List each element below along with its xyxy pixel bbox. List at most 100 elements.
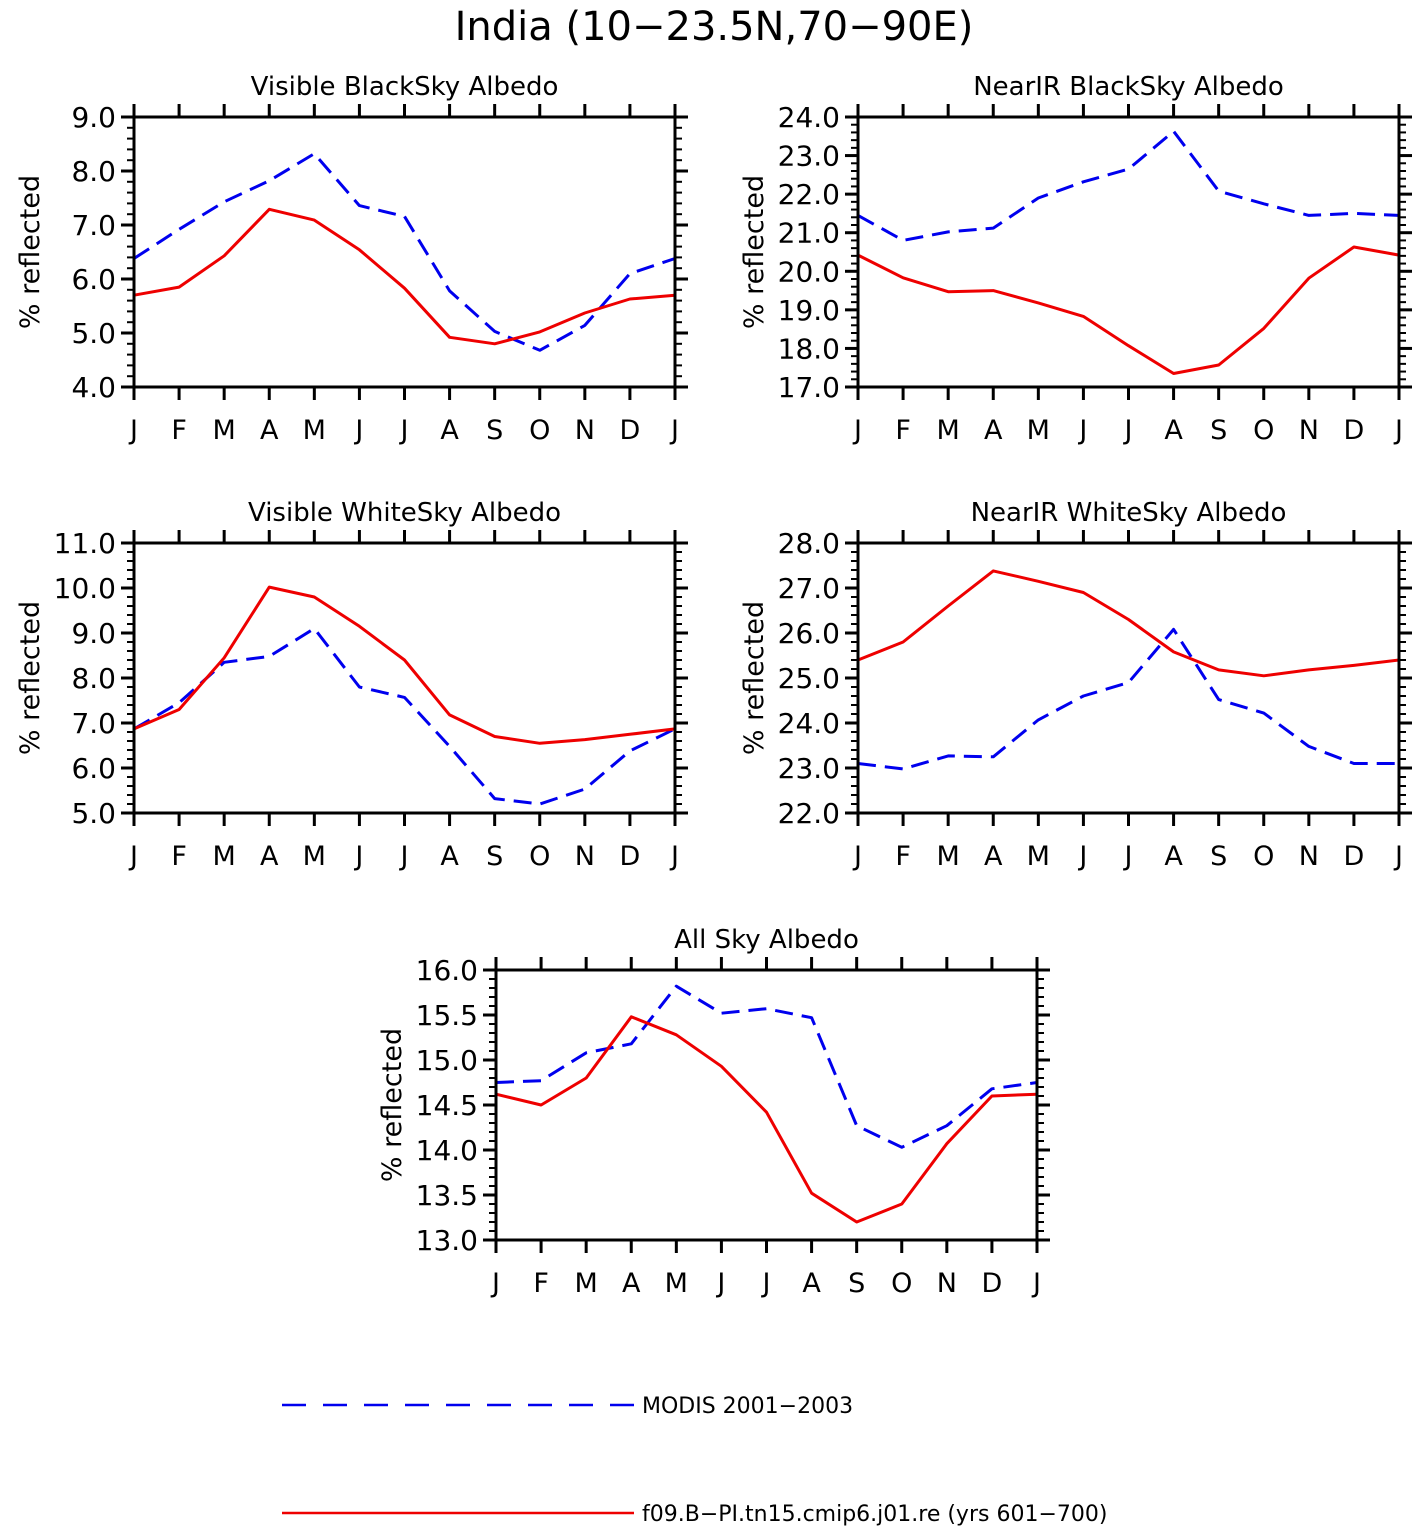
y-tick-label: 11.0 [54,527,116,560]
y-tick-label: 19.0 [778,294,840,327]
y-tick-label: 9.0 [71,617,116,650]
x-tick-label: S [1210,841,1227,872]
plot-frame [856,541,1401,815]
model-series-line [495,1015,1038,1224]
panel-title: NearIR WhiteSky Albedo [971,498,1287,528]
x-tick-label: J [669,841,679,872]
x-tick-label: J [761,1268,771,1299]
legend-label: MODIS 2001−2003 [642,1394,853,1419]
x-tick-label: N [575,415,595,446]
y-tick-label: 23.0 [778,752,840,785]
y-tick-label: 24.0 [778,707,840,740]
x-tick-label: A [984,841,1003,872]
plot-frame [132,541,677,815]
y-tick-label: 6.0 [71,263,116,296]
x-tick-label: D [982,1268,1003,1299]
x-tick-label: A [1164,841,1183,872]
y-tick-label: 14.5 [416,1089,478,1122]
y-tick-label: 27.0 [778,572,840,605]
y-axis-label: % reflected [739,601,770,755]
y-tick-label: 17.0 [778,371,840,404]
x-tick-label: J [490,1268,500,1299]
y-tick-label: 5.0 [71,797,116,830]
y-tick-label: 28.0 [778,527,840,560]
plot-frame [132,115,677,389]
x-tick-label: O [529,415,550,446]
y-tick-label: 9.0 [71,101,116,134]
x-tick-label: S [848,1268,865,1299]
x-tick-label: J [399,841,409,872]
legend-label: f09.B−PI.tn15.cmip6.j01.re (yrs 601−700) [642,1502,1107,1527]
panel-title: Visible WhiteSky Albedo [248,498,561,528]
modis-series-line [857,129,1400,242]
model-series-line [857,569,1400,678]
modis-series-line [133,627,676,806]
x-tick-label: O [1253,415,1274,446]
y-tick-label: 26.0 [778,617,840,650]
x-tick-label: S [486,415,503,446]
figure-title: India (10−23.5N,70−90E) [455,4,974,50]
x-tick-label: J [1393,841,1403,872]
y-tick-label: 21.0 [778,217,840,250]
y-tick-label: 13.5 [416,1179,478,1212]
y-tick-label: 7.0 [71,209,116,242]
y-tick-label: 8.0 [71,662,116,695]
x-tick-label: M [1027,415,1050,446]
x-tick-label: J [128,841,138,872]
x-tick-label: J [1123,415,1133,446]
y-axis-label: % reflected [15,601,46,755]
y-tick-label: 10.0 [54,572,116,605]
x-tick-label: J [399,415,409,446]
x-tick-label: M [213,415,236,446]
x-tick-label: A [260,415,279,446]
x-tick-label: F [895,841,911,872]
model-series-line [133,585,676,745]
x-tick-label: A [984,415,1003,446]
x-tick-label: J [1077,841,1087,872]
x-tick-label: M [937,415,960,446]
y-tick-label: 20.0 [778,255,840,288]
x-tick-label: M [213,841,236,872]
plot-frame [856,115,1401,389]
modis-series-line [133,152,676,352]
y-axis-label: % reflected [15,175,46,329]
x-tick-label: D [620,415,641,446]
x-tick-label: M [575,1268,598,1299]
panel-title: Visible BlackSky Albedo [251,72,559,102]
x-tick-label: F [171,415,187,446]
y-tick-label: 16.0 [416,954,478,987]
y-tick-label: 23.0 [778,140,840,173]
x-tick-label: A [440,841,459,872]
x-tick-label: A [622,1268,641,1299]
x-tick-label: F [171,841,187,872]
plot-frame [494,968,1039,1242]
x-tick-label: A [802,1268,821,1299]
x-tick-label: J [128,415,138,446]
x-tick-label: F [533,1268,549,1299]
y-tick-label: 7.0 [71,707,116,740]
x-tick-label: J [1393,415,1403,446]
y-tick-label: 6.0 [71,752,116,785]
y-tick-label: 15.5 [416,999,478,1032]
x-tick-label: D [1344,841,1365,872]
modis-series-line [495,984,1038,1149]
y-tick-label: 8.0 [71,155,116,188]
y-tick-label: 25.0 [778,662,840,695]
modis-series-line [857,627,1399,771]
x-tick-label: O [529,841,550,872]
x-tick-label: J [669,415,679,446]
x-tick-label: N [1299,841,1319,872]
x-tick-label: S [486,841,503,872]
x-tick-label: N [575,841,595,872]
y-tick-label: 18.0 [778,332,840,365]
y-axis-label: % reflected [739,175,770,329]
x-tick-label: O [891,1268,912,1299]
x-tick-label: M [303,841,326,872]
x-tick-label: J [852,841,862,872]
